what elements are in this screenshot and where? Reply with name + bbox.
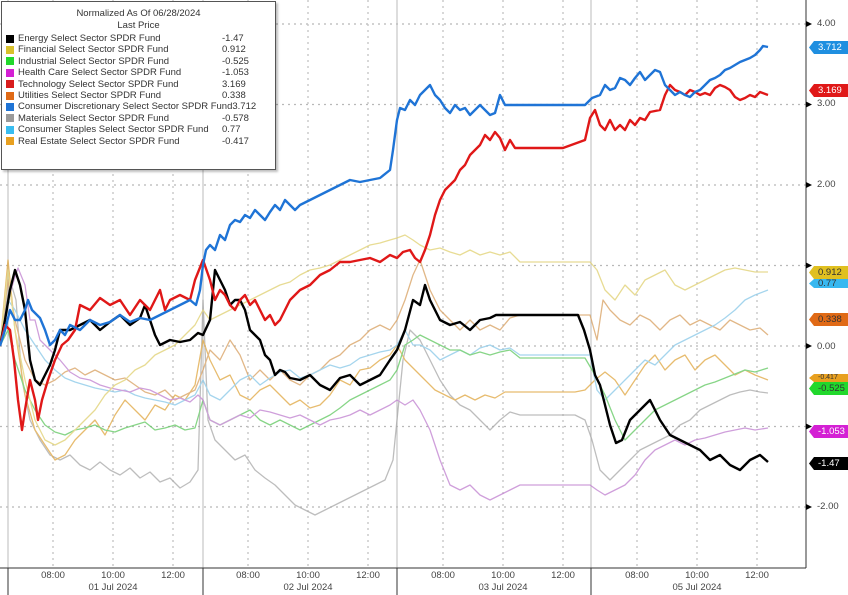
swatch-icon [6,57,14,66]
x-tick-label: 10:00 [101,570,125,581]
x-day-label: 05 Jul 2024 [672,582,722,593]
legend-item-consumer-staples: Consumer Staples Select Sector SPDR Fund… [2,124,275,135]
series-technology [0,83,769,432]
swatch-icon [6,103,14,112]
last-value-tag-technology: 3.169 [809,84,848,97]
swatch-icon [6,46,14,55]
x-tick-label: 12:00 [356,570,380,581]
legend-subtitle: Last Price [117,20,160,31]
y-tick-label: 2.00 [817,179,836,190]
legend-item-utilities: Utilities Select Sector SPDR Fund 0.338 [2,90,275,101]
series-health-care [0,267,769,501]
x-tick-label: 10:00 [491,570,515,581]
x-tick-label: 12:00 [551,570,575,581]
last-value-tag-consumer-staples: 0.77 [809,279,848,288]
swatch-icon [6,68,14,77]
series-financial [0,234,768,446]
series-utilities [0,259,769,401]
x-tick-label: 12:00 [161,570,185,581]
series-materials [0,279,769,516]
legend-item-health-care: Health Care Select Sector SPDR Fund -1.05… [2,67,275,78]
swatch-icon [6,114,14,123]
y-tick-label: -2.00 [817,501,839,512]
x-tick-label: 08:00 [41,570,65,581]
legend-item-consumer-discretionary: Consumer Discretionary Select Sector SPD… [2,101,275,112]
x-tick-label: 08:00 [625,570,649,581]
series-consumer-staples [0,289,769,406]
horizontal-gridlines [0,23,806,508]
x-tick-label: 10:00 [685,570,709,581]
last-value-tag-consumer-discretionary: 3.712 [809,41,848,54]
x-tick-label: 12:00 [745,570,769,581]
swatch-icon [6,137,14,146]
y-axis-ticks [806,21,812,510]
last-value-tag-financial: 0.912 [809,266,848,279]
last-value-tag-industrial: -0.525 [809,382,848,395]
series-industrial [0,329,769,441]
y-tick-label: 4.00 [817,18,836,29]
legend-title: Normalized As Of 06/28/2024 [76,8,201,19]
legend-item-industrial: Industrial Select Sector SPDR Fund -0.525 [2,56,275,67]
legend-item-energy: Energy Select Sector SPDR Fund -1.47 [2,33,275,44]
series-energy [0,268,769,472]
series-real-estate [0,259,769,461]
y-tick-label: 3.00 [817,98,836,109]
x-day-dividers [7,568,592,595]
x-day-label: 02 Jul 2024 [283,582,333,593]
swatch-icon [6,80,14,89]
legend-box: Normalized As Of 06/28/2024 Last Price E… [1,1,276,170]
last-value-tag-real-estate: -0.417 [809,374,848,382]
x-day-label: 03 Jul 2024 [478,582,528,593]
last-value-tag-utilities: 0.338 [809,313,848,326]
swatch-icon [6,91,14,100]
legend-item-technology: Technology Select Sector SPDR Fund 3.169 [2,79,275,90]
legend-item-real-estate: Real Estate Select Sector SPDR Fund -0.41… [2,136,275,147]
swatch-icon [6,34,14,43]
series-consumer-discretionary [0,44,769,347]
x-tick-label: 10:00 [296,570,320,581]
last-value-tag-health-care: -1.053 [809,425,848,438]
legend-item-financial: Financial Select Sector SPDR Fund 0.912 [2,44,275,55]
swatch-icon [6,125,14,134]
last-value-tag-energy: -1.47 [809,457,848,470]
x-tick-label: 08:00 [431,570,455,581]
y-tick-label: 0.00 [817,341,836,352]
legend-item-materials: Materials Select Sector SPDR Fund -0.578 [2,113,275,124]
x-day-label: 01 Jul 2024 [88,582,138,593]
x-tick-label: 08:00 [236,570,260,581]
